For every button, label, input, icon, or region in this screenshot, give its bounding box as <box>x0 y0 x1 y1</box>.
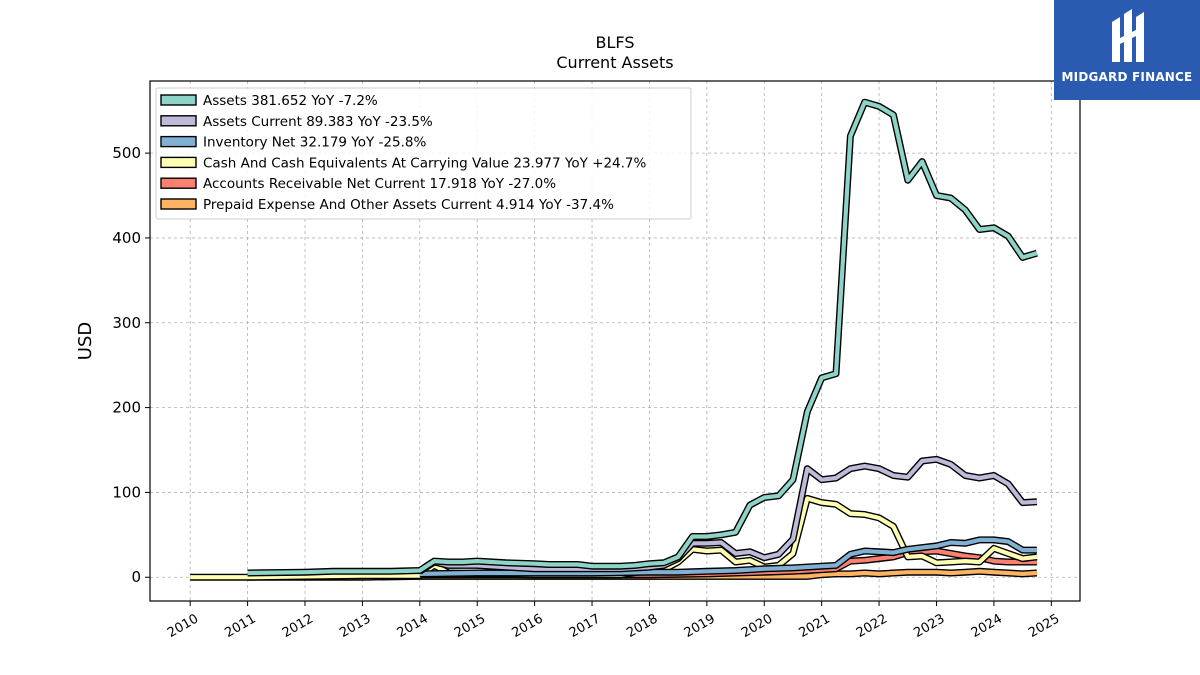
brand-logo: MIDGARD FINANCE <box>1054 0 1200 100</box>
legend-swatch <box>160 94 197 106</box>
series-lines <box>190 98 1038 581</box>
legend-swatch <box>160 177 197 189</box>
legend-label: Accounts Receivable Net Current 17.918 Y… <box>203 176 556 192</box>
x-tick-label: 2025 <box>1026 611 1062 641</box>
y-tick-label: 400 <box>112 229 141 247</box>
x-tick-label: 2011 <box>222 611 258 641</box>
x-tick-label: 2016 <box>509 611 545 641</box>
legend: Assets 381.652 YoY -7.2% Assets Current 8… <box>155 87 692 220</box>
y-tick-label: 200 <box>112 399 141 417</box>
y-tick-label: 500 <box>112 144 141 162</box>
chart-subtitle: Current Assets <box>556 53 673 72</box>
series-assets <box>247 98 1038 577</box>
series-line <box>419 537 1037 576</box>
legend-swatch <box>160 198 197 210</box>
legend-label: Cash And Cash Equivalents At Carrying Va… <box>203 155 647 171</box>
brand-name: MIDGARD FINANCE <box>1061 70 1193 84</box>
x-tick-label: 2021 <box>797 611 833 641</box>
series-cash-and-cash-equivalents-at-carrying-value <box>190 494 1038 581</box>
legend-label: Inventory Net 32.179 YoY -25.8% <box>203 135 426 151</box>
series-line <box>247 100 1038 576</box>
legend-label: Assets Current 89.383 YoY -23.5% <box>203 114 433 130</box>
x-tick-label: 2022 <box>854 611 890 641</box>
legend-swatch <box>160 156 197 169</box>
series-inventory-net <box>419 536 1037 578</box>
chart-title: BLFS <box>596 33 635 52</box>
plot-frame <box>149 80 1081 602</box>
legend-label: Assets 381.652 YoY -7.2% <box>203 93 378 109</box>
x-tick-label: 2012 <box>280 611 316 641</box>
series-assets-current <box>417 455 1038 575</box>
x-tick-label: 2019 <box>682 611 718 641</box>
brand-logo-icon <box>1112 9 1144 62</box>
series-line <box>418 457 1038 574</box>
y-tick-label: 100 <box>112 483 141 501</box>
legend-label: Prepaid Expense And Other Assets Current… <box>203 197 614 213</box>
x-tick-label: 2010 <box>165 611 201 641</box>
y-tick-label: 300 <box>112 314 141 332</box>
x-tick-label: 2015 <box>452 611 488 641</box>
legend-swatch <box>160 135 197 148</box>
x-tick-label: 2018 <box>624 611 660 641</box>
legend-swatch <box>160 115 197 127</box>
x-tick-label: 2014 <box>395 611 431 641</box>
x-tick-label: 2023 <box>911 611 947 641</box>
y-tick-label: 0 <box>131 568 141 586</box>
x-tick-label: 2017 <box>567 611 603 641</box>
legend-box <box>155 87 692 220</box>
y-axis-label: USD <box>75 322 96 360</box>
series-line <box>190 496 1038 580</box>
x-tick-label: 2013 <box>337 611 373 641</box>
x-tick-label: 2020 <box>739 611 775 641</box>
x-tick-label: 2024 <box>969 611 1005 641</box>
